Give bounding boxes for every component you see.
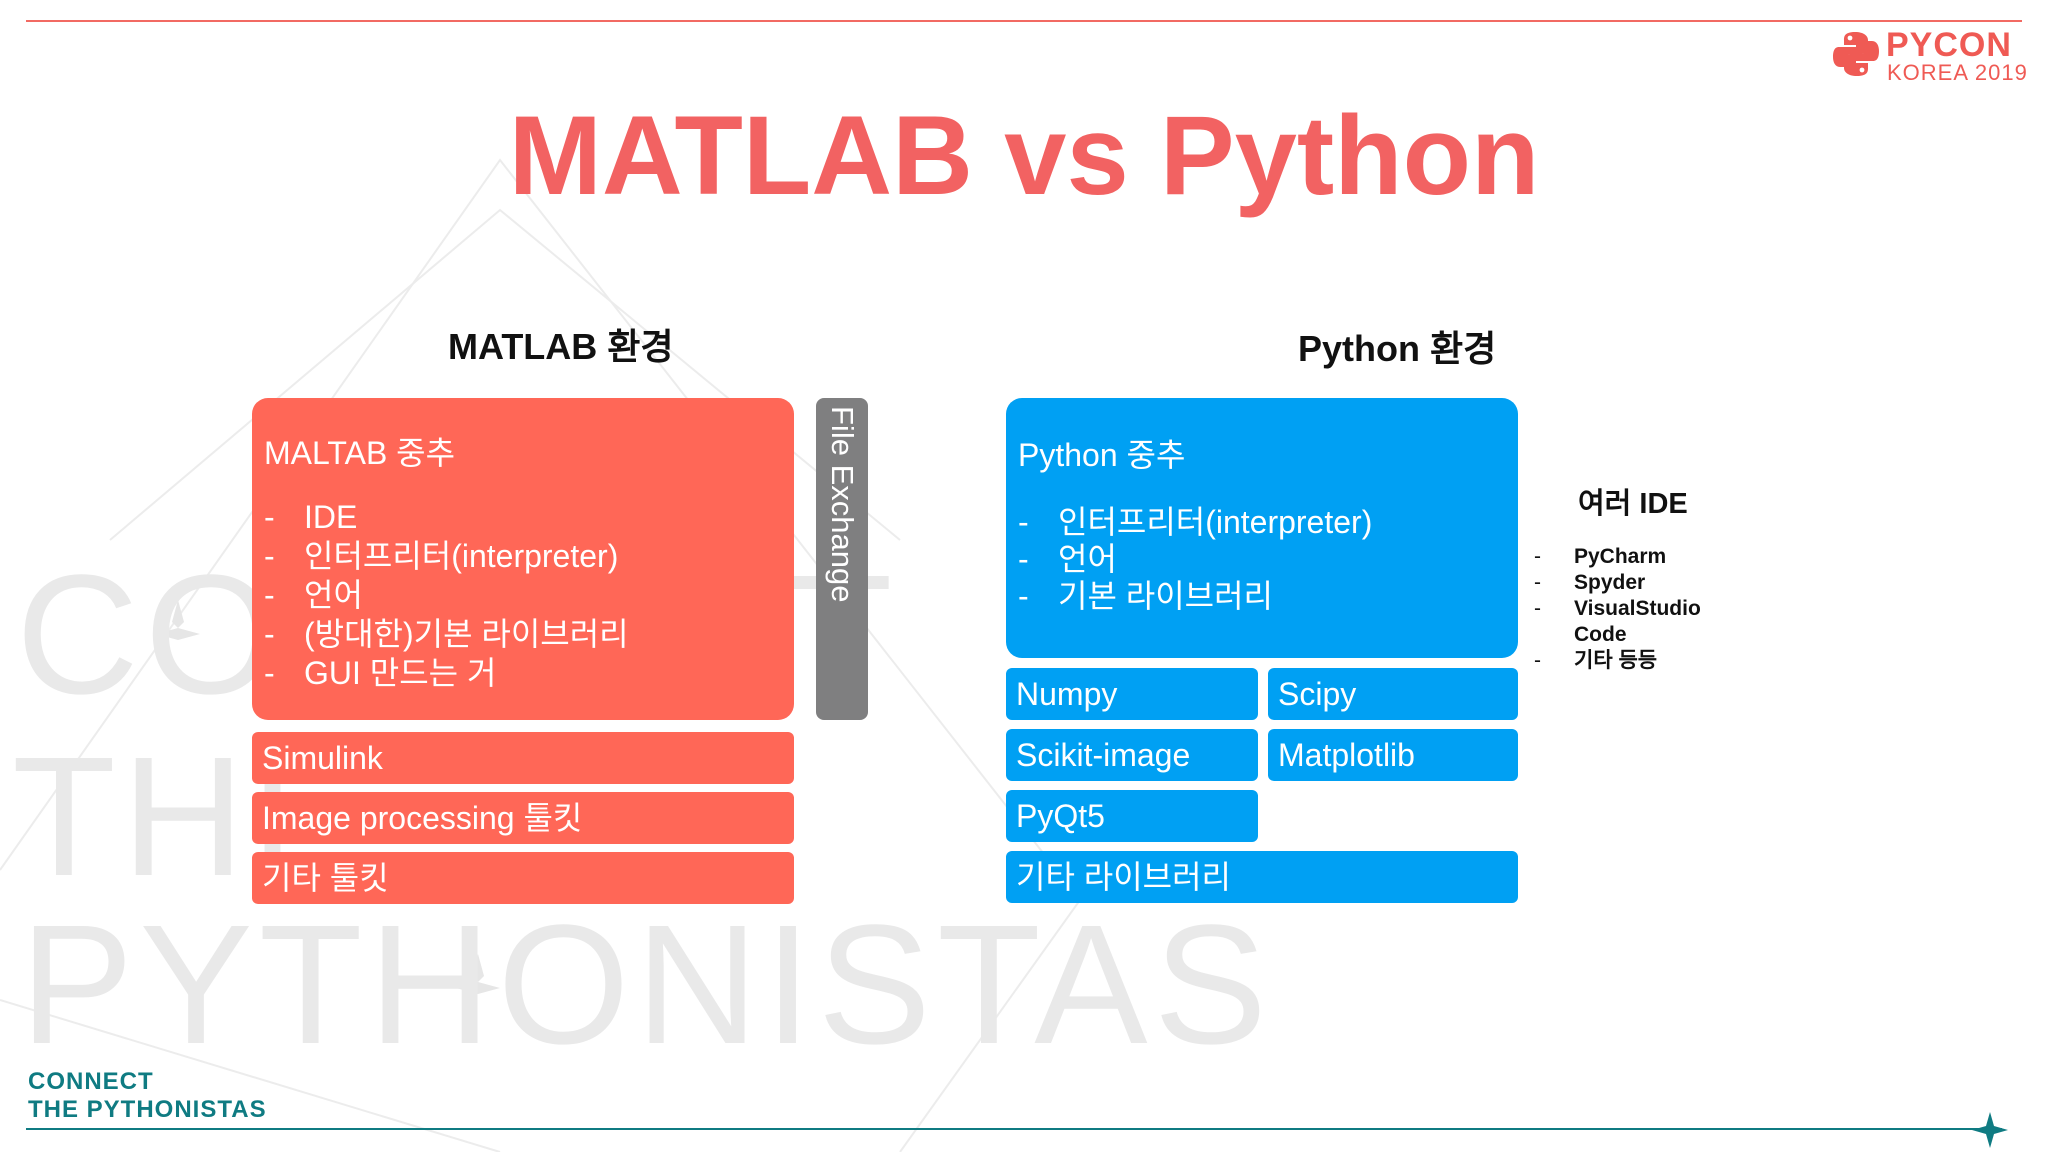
file-exchange-box: File Exchange [816,398,868,720]
matlab-core-box: MALTAB 중추 - IDE - 인터프리터(interpreter) - 언어 -… [252,398,794,720]
toolkit-other: 기타 툴킷 [252,852,794,904]
python-heading: Python 환경 [1298,328,1497,369]
sparkle-icon [1972,1112,2008,1148]
bottom-rule [26,1128,2002,1130]
file-exchange-label: File Exchange [825,406,860,603]
list-item: - 기타 등등 [1534,649,1658,672]
list-item: - 인터프리터(interpreter) [264,538,619,574]
matlab-core-title: MALTAB 중추 [264,435,456,471]
list-item: - (방대한)기본 라이브러리 [264,616,629,652]
toolkit-simulink: Simulink [252,732,794,784]
python-core-box: Python 중추 - 인터프리터(interpreter) - 언어 - 기본 라이… [1006,398,1518,658]
list-item: - Spyder [1534,571,1646,594]
top-rule [26,20,2022,22]
list-item: - VisualStudio Code [1534,597,1701,646]
python-core-list: - 인터프리터(interpreter) - 언어 - 기본 라이브러리 [1018,504,1372,615]
toolkit-image-processing: Image processing 툴킷 [252,792,794,844]
list-item: - GUI 만드는 거 [264,655,497,691]
logo-title: PYCON [1886,26,2012,64]
list-item: - 기본 라이브러리 [1018,578,1273,614]
python-logo-icon [1833,32,1879,76]
ide-heading: 여러 IDE [1578,488,1688,520]
matlab-heading: MATLAB 환경 [448,326,674,367]
list-item: - 언어 [264,577,363,613]
library-matplotlib: Matplotlib [1268,729,1518,781]
footer-line-1: CONNECT [28,1068,154,1095]
list-item: - IDE [264,499,358,535]
footer-brand: CONNECT THE PYTHONISTAS [28,1068,267,1124]
list-item: - 인터프리터(interpreter) [1018,504,1373,540]
footer-line-2: THE PYTHONISTAS [28,1096,267,1123]
logo-subtitle: KOREA 2019 [1887,60,2028,85]
pycon-logo: PYCON KOREA 2019 [1832,26,2028,85]
library-numpy: Numpy [1006,668,1258,720]
list-item: - PyCharm [1534,545,1667,568]
python-core-title: Python 중추 [1018,437,1186,473]
library-scikit-image: Scikit-image [1006,729,1258,781]
watermark-line-3: PYTHONISTAS [20,890,1274,1080]
slide-title: MATLAB vs Python [508,93,1540,218]
list-item: - 언어 [1018,541,1117,577]
library-pyqt5: PyQt5 [1006,790,1258,842]
library-other: 기타 라이브러리 [1006,851,1518,903]
matlab-core-list: - IDE - 인터프리터(interpreter) - 언어 - (방대한)기본 라이… [264,498,629,693]
ide-list: - PyCharm - Spyder - VisualStudio Code - 기타 … [1534,544,1714,674]
library-scipy: Scipy [1268,668,1518,720]
